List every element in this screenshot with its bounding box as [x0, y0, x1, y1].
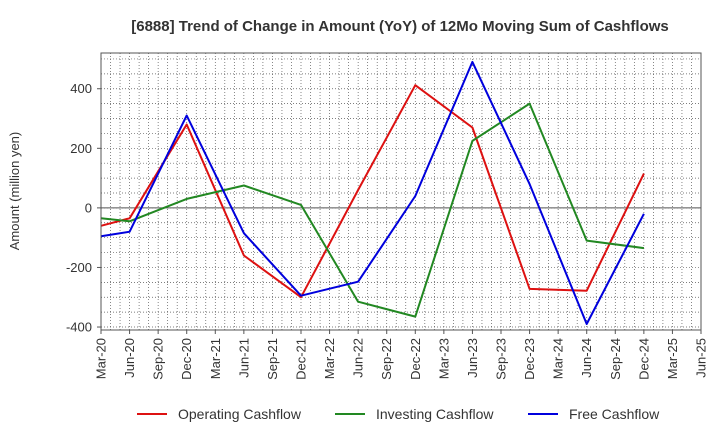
x-tick-label: Mar-22 — [322, 338, 337, 379]
x-tick-labels: Mar-20 Jun-20 Sep-20 Dec-20 Mar-21 Jun-21 Sep-… — [94, 330, 709, 380]
x-tick-label: Jun-21 — [236, 338, 251, 378]
x-tick-label: Jun-23 — [465, 338, 480, 378]
grid-layer — [100, 53, 702, 330]
x-tick-label: Mar-24 — [551, 338, 566, 379]
x-tick-label: Jun-22 — [351, 338, 366, 378]
y-tick-label: 0 — [85, 200, 92, 215]
y-tick-label: -200 — [66, 260, 92, 275]
chart-title: [6888] Trend of Change in Amount (YoY) o… — [131, 18, 669, 35]
x-tick-label: Dec-24 — [636, 338, 651, 380]
x-tick-label: Sep-21 — [265, 338, 280, 380]
x-tick-label: Jun-20 — [122, 338, 137, 378]
x-tick-label: Jun-24 — [579, 338, 594, 378]
x-tick-label: Jun-25 — [694, 338, 709, 378]
y-tick-label: 200 — [70, 141, 92, 156]
y-tick-label: -400 — [66, 320, 92, 335]
y-tick-label: 400 — [70, 81, 92, 96]
y-tick-labels: -400 -200 0 200 400 — [66, 81, 101, 335]
plot-frame-layer — [100, 52, 702, 331]
x-tick-label: Dec-21 — [294, 338, 309, 380]
x-tick-label: Mar-20 — [94, 338, 109, 379]
series-line-free-cashflow — [100, 60, 645, 325]
y-axis-label: Amount (million yen) — [7, 132, 22, 251]
legend-label-operating-cashflow: Operating Cashflow — [178, 406, 302, 422]
x-tick-label: Dec-20 — [179, 338, 194, 380]
series-layer — [100, 60, 645, 325]
x-tick-label: Sep-20 — [151, 338, 166, 380]
legend: Operating Cashflow Investing Cashflow Free… — [137, 406, 660, 422]
x-tick-label: Mar-23 — [436, 338, 451, 379]
x-tick-label: Sep-24 — [608, 338, 623, 380]
legend-label-investing-cashflow: Investing Cashflow — [376, 406, 494, 422]
x-tick-label: Sep-23 — [494, 338, 509, 380]
x-tick-label: Sep-22 — [379, 338, 394, 380]
legend-label-free-cashflow: Free Cashflow — [569, 406, 660, 422]
x-tick-label: Dec-22 — [408, 338, 423, 380]
series-line-investing-cashflow — [100, 102, 645, 318]
plot-frame — [100, 52, 702, 331]
x-tick-label: Mar-25 — [665, 338, 680, 379]
x-tick-label: Mar-21 — [208, 338, 223, 379]
x-tick-label: Dec-23 — [522, 338, 537, 380]
